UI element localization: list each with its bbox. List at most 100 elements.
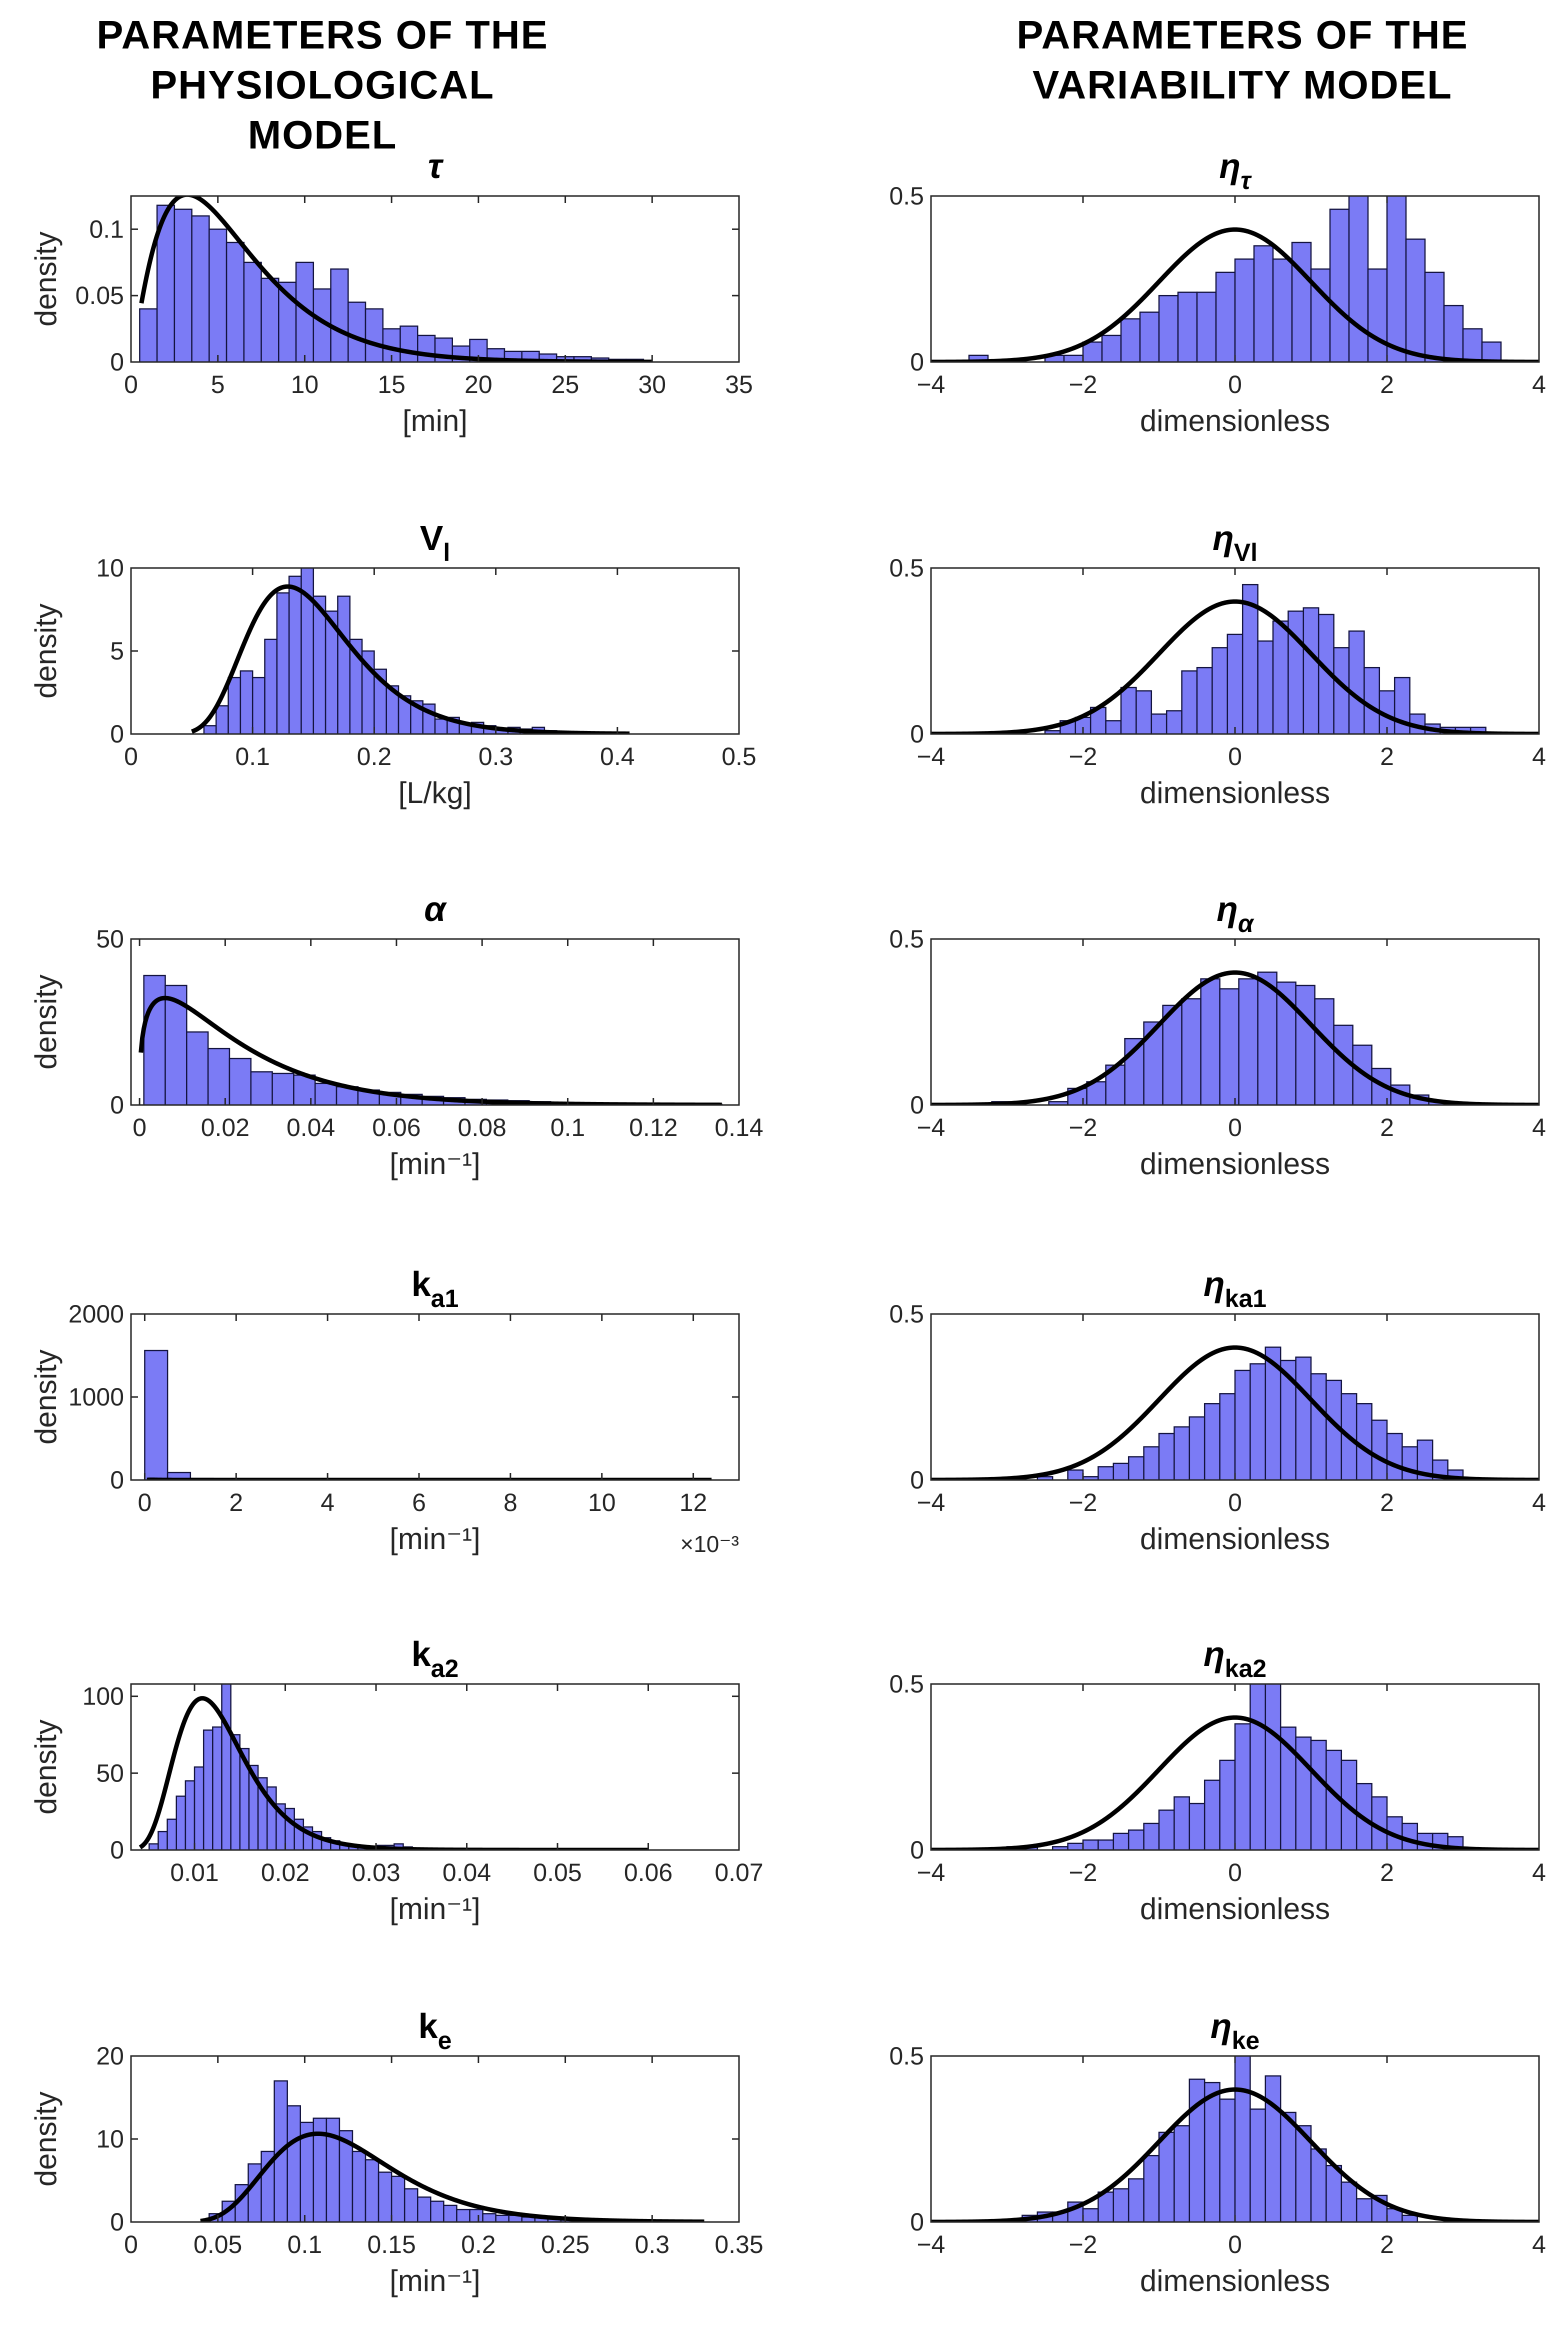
- y-tick-label: 0: [110, 720, 124, 748]
- subplot-title: ka2: [412, 1634, 459, 1682]
- histogram-bar: [1166, 710, 1182, 734]
- histogram-bar: [1481, 341, 1502, 362]
- histogram-bar: [1200, 978, 1220, 1105]
- x-tick-label: 30: [638, 370, 666, 398]
- subplot-title: ηVl: [1212, 518, 1258, 566]
- y-tick-label: 0: [110, 1091, 124, 1119]
- histogram-bar: [260, 278, 280, 362]
- subplot-title: ka1: [412, 1264, 459, 1312]
- x-tick-label: 10: [291, 370, 319, 398]
- histogram-bar: [1120, 686, 1137, 734]
- y-tick-label: 0: [910, 1836, 924, 1864]
- fit-curve: [931, 227, 1539, 362]
- header-variability-model: PARAMETERS OF THE VARIABILITY MODEL: [992, 10, 1492, 110]
- x-tick-label: −4: [916, 1114, 945, 1142]
- x-tick-label: 12: [680, 1488, 708, 1516]
- title-subscript: ke: [1232, 2026, 1260, 2054]
- x-tick-label: 2: [229, 1488, 243, 1516]
- histogram-bar: [1250, 1363, 1266, 1480]
- histogram-bar: [1264, 2075, 1282, 2222]
- fit-curve: [931, 2087, 1539, 2222]
- x-axis-label: [min⁻¹]: [390, 1147, 480, 1180]
- histogram-bar: [1112, 2188, 1130, 2222]
- histogram-bar: [404, 2188, 418, 2222]
- histogram-bar: [1234, 2056, 1251, 2222]
- histogram-bar: [191, 215, 210, 362]
- x-tick-label: 0.04: [442, 1858, 491, 1886]
- x-axis-label: [L/kg]: [398, 776, 472, 810]
- histogram-bars: [203, 568, 570, 734]
- title-main: η: [1204, 1634, 1225, 1674]
- y-tick-label: 0: [110, 2208, 124, 2236]
- histogram-bars: [1044, 584, 1486, 734]
- histogram-bar: [1158, 1432, 1175, 1480]
- histogram-bar: [1314, 998, 1334, 1105]
- x-axis-label: dimensionless: [1140, 1892, 1330, 1926]
- x-tick-label: 2: [1380, 742, 1394, 770]
- histogram-bar: [1295, 984, 1316, 1105]
- histogram-bar: [1257, 972, 1278, 1105]
- x-tick-label: 0: [124, 2230, 138, 2258]
- x-tick-label: 5: [211, 370, 225, 398]
- y-tick-label: 0: [110, 1836, 124, 1864]
- x-tick-label: 0.06: [372, 1114, 420, 1142]
- x-tick-label: 4: [1532, 1858, 1546, 1886]
- histogram-bar: [417, 2196, 432, 2222]
- histogram-bars: [139, 204, 644, 362]
- histogram-bar: [1150, 713, 1168, 734]
- x-tick-label: 0.35: [714, 2230, 763, 2258]
- y-tick-label: 100: [82, 1682, 124, 1710]
- x-tick-label: 6: [412, 1488, 426, 1516]
- subplot-title: τ: [428, 146, 444, 186]
- histogram-bar: [1139, 312, 1160, 362]
- x-tick-label: 0.07: [714, 1858, 763, 1886]
- title-main: η: [1212, 518, 1234, 558]
- histogram-bar: [1181, 670, 1198, 734]
- x-tick-label: 4: [1532, 1488, 1546, 1516]
- x-tick-label: 0.1: [550, 1114, 586, 1142]
- title-main: k: [418, 2006, 438, 2046]
- histogram-bar: [243, 262, 262, 362]
- histogram-bar: [1462, 328, 1483, 362]
- histogram-bar: [1158, 294, 1179, 362]
- histogram-bar: [417, 334, 436, 362]
- x-tick-label: 4: [320, 1488, 334, 1516]
- histogram-bar: [144, 1350, 168, 1480]
- x-tick-label: 8: [504, 1488, 518, 1516]
- histogram-bar: [1326, 2164, 1342, 2222]
- histogram-bar: [1174, 1426, 1190, 1480]
- histogram-bar: [1143, 1822, 1160, 1850]
- histogram-bar: [1364, 666, 1380, 734]
- histogram-bar: [1067, 1842, 1084, 1850]
- x-axis-label: [min⁻¹]: [390, 1522, 480, 1556]
- histogram-bars: [1036, 1346, 1464, 1480]
- histogram-bar: [202, 1729, 214, 1850]
- histogram-bar: [226, 242, 245, 362]
- x-tick-label: 0.1: [235, 742, 270, 770]
- subplot-eta_tau: −4 −2 0 2 4 0 0.5 ητ dimensionless: [889, 146, 1546, 438]
- title-subscript: e: [438, 2026, 452, 2054]
- histogram-bar: [314, 1082, 338, 1105]
- x-tick-label: 10: [588, 1488, 616, 1516]
- axes-box: [130, 2055, 740, 2223]
- x-tick-label: 2: [1380, 1858, 1394, 1886]
- histogram-bar: [1082, 1839, 1099, 1850]
- histogram-bar: [1340, 2182, 1358, 2222]
- histogram-bar: [264, 638, 278, 734]
- histogram-bar: [1120, 318, 1141, 362]
- x-tick-label: 0: [1228, 742, 1242, 770]
- histogram-bar: [1367, 268, 1388, 362]
- x-tick-label: 0: [1228, 1858, 1242, 1886]
- subplot-eta_Vl: −4 −2 0 2 4 0 0.5 ηVl dimensionless: [889, 518, 1546, 810]
- subplot-title: ηka2: [1204, 1634, 1266, 1682]
- histogram-bar: [1371, 1420, 1388, 1480]
- histogram-bars: [991, 972, 1448, 1105]
- x-tick-label: 0.04: [286, 1114, 335, 1142]
- histogram-bar: [240, 670, 254, 734]
- histogram-bar: [1098, 1466, 1114, 1480]
- x-tick-label: 4: [1532, 742, 1546, 770]
- y-axis-label: density: [29, 232, 62, 326]
- y-tick-label: 0: [910, 348, 924, 376]
- subplot-title: ηka1: [1204, 1264, 1266, 1312]
